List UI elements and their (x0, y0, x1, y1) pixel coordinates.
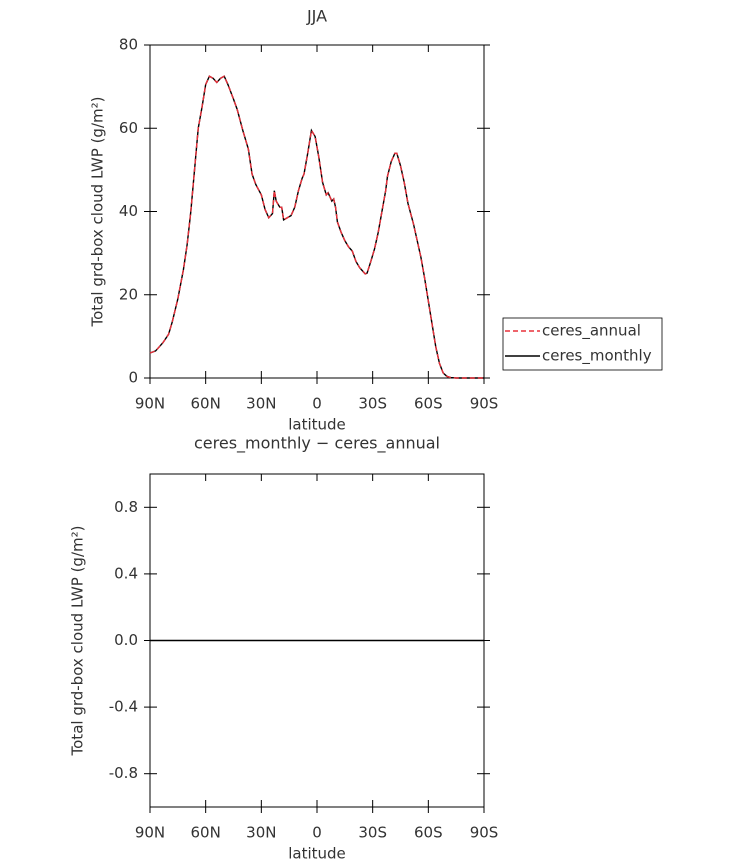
y-tick-label: 0 (128, 369, 138, 387)
y-tick-label: 0.0 (114, 631, 138, 649)
y-tick-label: 40 (119, 202, 138, 220)
y-tick-label: -0.8 (109, 764, 138, 782)
x-tick-label: 60N (191, 395, 221, 413)
y-axis-label: Total grd-box cloud LWP (g/m²) (89, 97, 107, 328)
y-tick-label: 60 (119, 119, 138, 137)
y-tick-label: 0.4 (114, 564, 138, 582)
y-tick-label: -0.4 (109, 698, 138, 716)
y-tick-label: 0.8 (114, 498, 138, 516)
x-axis-label: latitude (288, 416, 346, 434)
plot-frame (149, 44, 485, 379)
legend-box (502, 317, 663, 371)
x-tick-label: 0 (312, 395, 322, 413)
x-tick-label: 90N (135, 824, 165, 842)
x-tick-label: 90S (470, 395, 499, 413)
x-tick-label: 30S (358, 824, 387, 842)
data-line (149, 75, 484, 379)
y-tick-label: 80 (119, 36, 138, 54)
x-axis-label: latitude (288, 845, 346, 863)
chart-title: JJA (306, 7, 327, 26)
x-tick-label: 60S (414, 395, 443, 413)
y-tick-label: 20 (119, 285, 138, 303)
legend-label: ceres_annual (542, 322, 641, 341)
x-tick-label: 30N (246, 824, 276, 842)
legend-label: ceres_monthly (542, 347, 652, 366)
x-tick-label: 60S (414, 824, 443, 842)
x-tick-label: 90S (470, 824, 499, 842)
y-axis-label: Total grd-box cloud LWP (g/m²) (69, 526, 87, 757)
x-tick-label: 30N (246, 395, 276, 413)
x-tick-label: 0 (312, 824, 322, 842)
x-tick-label: 30S (358, 395, 387, 413)
x-tick-label: 90N (135, 395, 165, 413)
chart-title: ceres_monthly − ceres_annual (194, 434, 440, 454)
x-tick-label: 60N (191, 824, 221, 842)
